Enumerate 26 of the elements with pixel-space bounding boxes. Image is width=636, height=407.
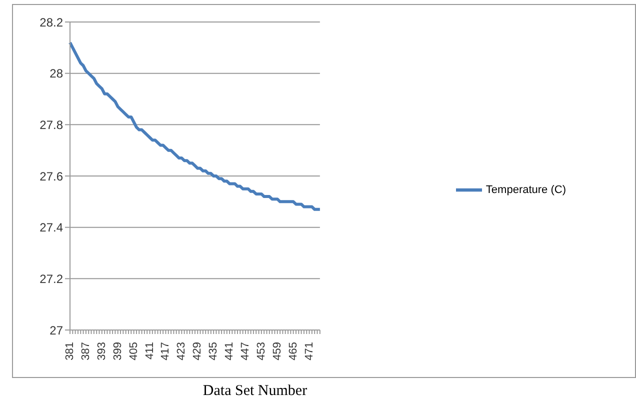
y-tick-label: 27.4 — [40, 220, 64, 235]
x-tick-label: 465 — [287, 342, 300, 360]
legend-label: Temperature (C) — [486, 184, 566, 196]
x-tick-label: 441 — [224, 342, 236, 360]
x-tick-label: 429 — [192, 342, 204, 360]
x-tick-label: 381 — [64, 342, 76, 360]
x-tick-label: 399 — [112, 342, 124, 360]
x-tick-label: 459 — [271, 342, 284, 360]
x-tick-label: 411 — [144, 342, 156, 360]
x-tick-label: 453 — [255, 342, 268, 360]
x-tick-label: 471 — [303, 342, 316, 360]
x-tick-label: 447 — [239, 342, 252, 360]
y-tick-label: 27.6 — [40, 169, 64, 184]
x-tick-label: 423 — [176, 342, 188, 360]
x-tick-label: 435 — [208, 342, 220, 360]
x-tick-label: 393 — [96, 342, 108, 360]
y-tick-label: 28.2 — [40, 15, 64, 30]
x-tick-label: 387 — [80, 342, 92, 360]
y-tick-label: 27.8 — [40, 118, 64, 132]
y-tick-label: 27.2 — [40, 272, 64, 286]
y-tick-label: 28 — [50, 66, 64, 81]
x-tick-label: 405 — [128, 342, 140, 360]
x-tick-label: 417 — [160, 342, 172, 360]
y-tick-label: 27 — [50, 323, 64, 338]
x-axis-title: Data Set Number — [202, 383, 308, 400]
line-series — [68, 41, 322, 211]
